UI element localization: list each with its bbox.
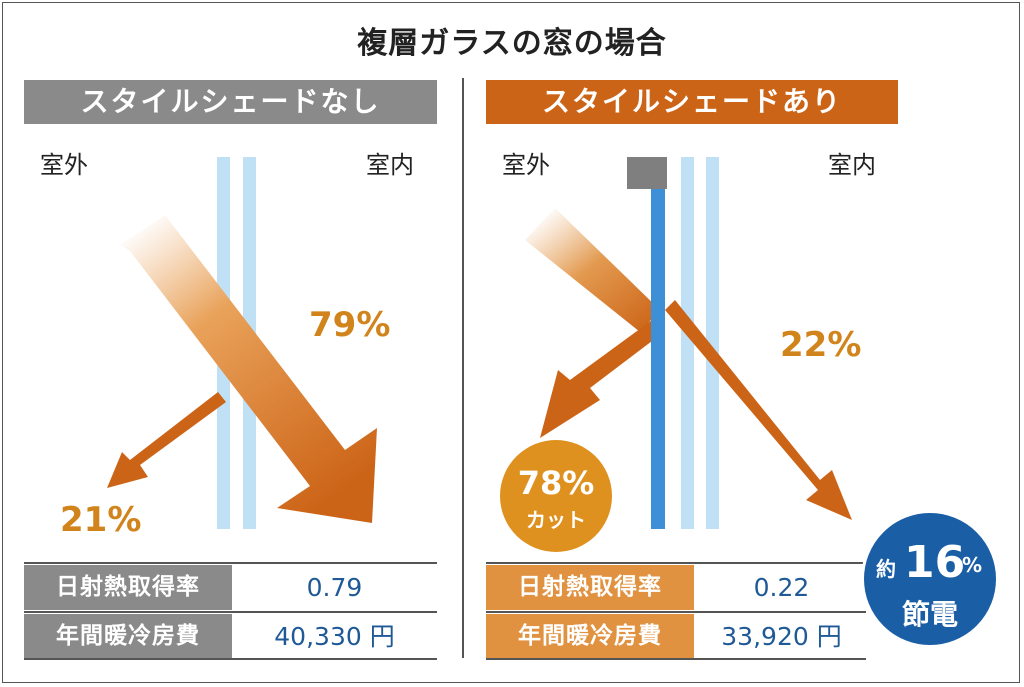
- table-mid-rule: [486, 611, 866, 613]
- table-row: 年間暖冷房費 40,330 円: [24, 614, 437, 659]
- page-title: 複層ガラスの窓の場合: [357, 26, 667, 61]
- table-mid-rule: [24, 611, 437, 613]
- center-divider: [462, 78, 464, 658]
- row-label: 年間暖冷房費: [24, 614, 232, 659]
- row-value: 0.79: [306, 573, 363, 602]
- banner-without-shade: スタイルシェードなし: [24, 80, 437, 124]
- row-label: 日射熱取得率: [486, 565, 694, 610]
- table-row: 日射熱取得率 0.79: [24, 565, 437, 610]
- transmitted-arrow-right: [665, 300, 852, 520]
- table-bottom-rule: [486, 658, 866, 660]
- transmitted-percent: 79%: [309, 305, 391, 345]
- cut-badge: 78% カット: [500, 440, 612, 552]
- table-top-rule: [486, 562, 866, 564]
- glass-pane-inner-right: [706, 157, 719, 529]
- incoming-arrow: [525, 208, 660, 332]
- outside-label: 室外: [40, 151, 88, 179]
- row-value: 33,920 円: [721, 622, 842, 651]
- row-value: 0.22: [753, 573, 810, 602]
- transmitted-percent: 22%: [780, 325, 862, 365]
- cut-percent: 78%: [517, 464, 595, 502]
- inside-label: 室内: [828, 151, 876, 179]
- savings-unit: %: [962, 553, 983, 577]
- outside-label: 室外: [502, 151, 550, 179]
- transmitted-arrow: [120, 215, 377, 523]
- reflected-percent: 21%: [60, 500, 142, 540]
- reflected-arrow: [107, 392, 226, 488]
- shade-head: [627, 157, 667, 189]
- row-label: 日射熱取得率: [24, 565, 232, 610]
- table-row: 日射熱取得率 0.22: [486, 565, 866, 610]
- row-label: 年間暖冷房費: [486, 614, 694, 659]
- table-bottom-rule: [24, 658, 437, 660]
- cut-label: カット: [526, 508, 586, 532]
- savings-prefix: 約: [876, 557, 896, 581]
- cut-arrow: [540, 320, 660, 438]
- table-row: 年間暖冷房費 33,920 円: [486, 614, 866, 659]
- savings-word: 節電: [901, 598, 958, 631]
- shade-screen: [651, 189, 665, 529]
- savings-badge: 約 16 % 節電: [861, 510, 999, 648]
- savings-number: 16: [904, 537, 966, 588]
- inside-label: 室内: [366, 151, 414, 179]
- banner-with-shade: スタイルシェードあり: [486, 80, 898, 124]
- glass-pane-outer-right: [681, 157, 694, 529]
- row-value: 40,330 円: [274, 622, 395, 651]
- table-top-rule: [24, 562, 437, 564]
